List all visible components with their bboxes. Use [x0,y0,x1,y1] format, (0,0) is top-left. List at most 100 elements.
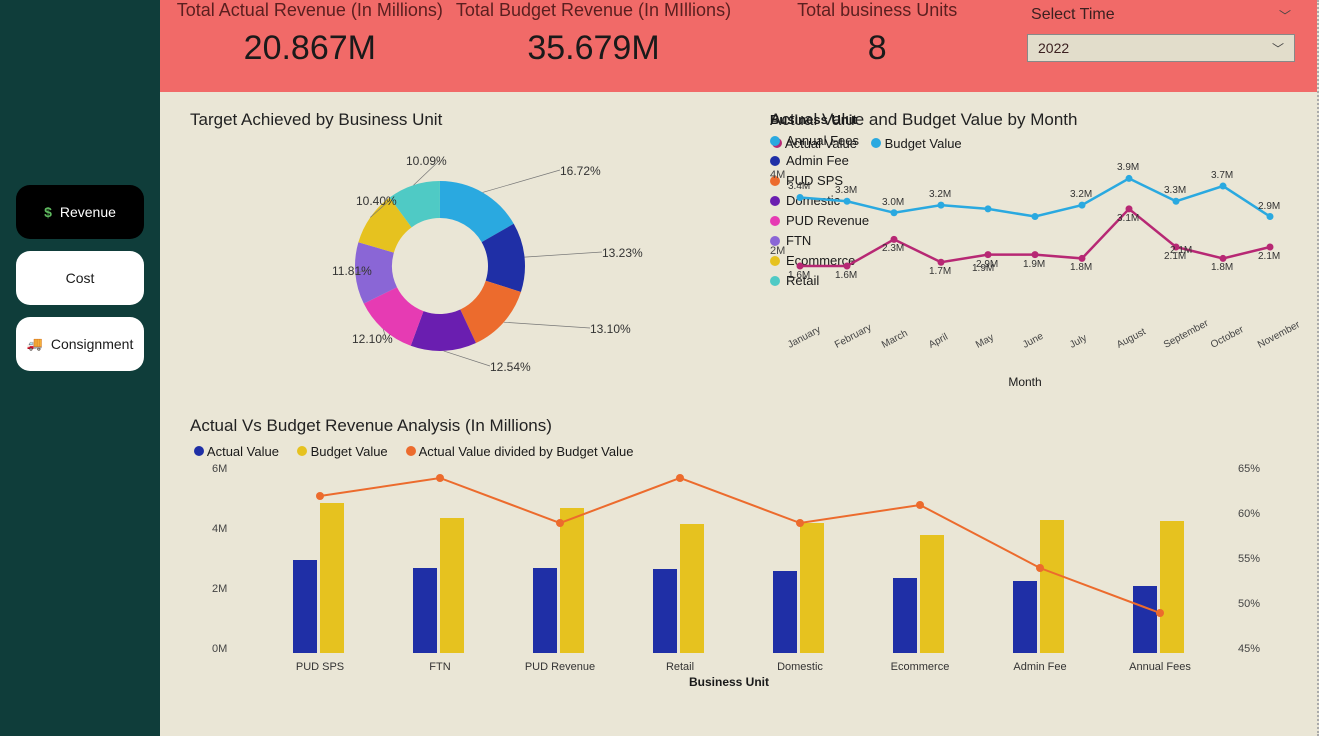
bar-group[interactable] [1013,520,1064,654]
bar-actual [893,578,917,653]
point-label: 1.8M [1211,262,1233,273]
legend-label: Budget Value [311,444,388,459]
bar-actual [293,560,317,653]
bar-group[interactable] [413,518,464,653]
content: Target Achieved by Business Unit 16.72% 1… [160,92,1317,736]
legend-label: Annual Fees [786,133,859,148]
donut-chart-panel: Target Achieved by Business Unit 16.72% 1… [190,110,750,410]
combo-title: Actual Vs Budget Revenue Analysis (In Mi… [190,416,1295,436]
bar-group[interactable] [1133,521,1184,653]
kpi-units: Total business Units 8 [735,0,1019,68]
legend-dot [297,446,307,456]
kpi-budget-value: 35.679M [452,29,736,68]
kpi-units-value: 8 [735,29,1019,68]
bar-group[interactable] [893,535,944,654]
y-right-tick: 65% [1238,463,1260,475]
bar-category-label: Retail [666,661,694,673]
kpi-units-label: Total business Units [735,0,1019,21]
bar-actual [413,568,437,654]
bar-actual [1133,586,1157,654]
legend-item[interactable]: Actual Value [194,444,279,459]
point-label: 3.2M [929,189,951,200]
point-label: 3.1M [1117,213,1139,224]
point-label: 1.6M [788,270,810,281]
chevron-down-icon[interactable]: ﹀ [1279,7,1291,24]
combo-chart[interactable]: 0M2M4M6M45%50%55%60%65% PUD SPS FTN PUD … [190,461,1268,681]
y-right-tick: 50% [1238,598,1260,610]
point-label: 3.7M [1211,170,1233,181]
x-axis-title: Business Unit [689,675,769,689]
bar-category-label: FTN [429,661,450,673]
combo-legend: Actual Value Budget Value Actual Value d… [194,444,1295,459]
kpi-actual: Total Actual Revenue (In Millions) 20.86… [168,0,452,68]
donut-slice-label: 10.09% [406,154,447,168]
point-label: 2.1M [1258,251,1280,262]
kpi-bar: Total Actual Revenue (In Millions) 20.86… [160,0,1317,92]
bar-budget [320,503,344,653]
legend-dot [406,446,416,456]
kpi-budget: Total Budget Revenue (In MIllions) 35.67… [452,0,736,68]
bar-actual [653,569,677,653]
bar-group[interactable] [773,523,824,654]
bar-category-label: Ecommerce [891,661,950,673]
point-label: 3.0M [882,197,904,208]
bar-category-label: Annual Fees [1129,661,1191,673]
kpi-actual-label: Total Actual Revenue (In Millions) [168,0,452,21]
point-label: 1.9M [972,263,994,274]
donut-slice-label: 16.72% [560,164,601,178]
bar-group[interactable] [533,508,584,654]
truck-icon: 🚚 [27,336,43,352]
legend-dot [194,446,204,456]
donut-slice-label: 10.40% [356,194,397,208]
donut-slice-label: 13.23% [602,246,643,260]
nav-consignment[interactable]: 🚚 Consignment [16,317,144,371]
bar-actual [773,571,797,654]
bar-group[interactable] [653,524,704,653]
donut-chart[interactable]: 16.72%13.23%13.10%12.54%12.10%11.81%10.4… [240,136,640,396]
y-right-tick: 60% [1238,508,1260,520]
legend-dot [770,136,780,146]
bar-budget [680,524,704,653]
legend-item[interactable]: Annual Fees [770,133,910,148]
point-label: 3.3M [835,185,857,196]
bar-group[interactable] [293,503,344,653]
donut-slice-label: 13.10% [590,322,631,336]
y-left-tick: 2M [212,583,227,595]
point-label: 1.7M [929,266,951,277]
point-label: 3.9M [1117,162,1139,173]
point-label: 1.9M [1023,259,1045,270]
time-select[interactable]: 2022 ﹀ [1027,34,1295,62]
bar-actual [533,568,557,654]
x-axis-title: Month [1008,375,1041,389]
y-left-tick: 4M [212,523,227,535]
donut-slice-label: 12.54% [490,360,531,374]
point-label: 2.3M [882,243,904,254]
legend-label: Actual Value divided by Budget Value [419,444,634,459]
bar-budget [800,523,824,654]
nav-label: Revenue [60,204,116,220]
nav-label: Cost [66,270,95,286]
nav-cost[interactable]: Cost [16,251,144,305]
y-tick-label: 4M [770,169,785,181]
time-filter-label: Select Time [1031,6,1115,24]
line-chart[interactable]: 2M4M3.4M3.3M3.0M3.2M3.2M3.9M3.3M3.7M2.9M… [770,153,1280,383]
bar-category-label: Domestic [777,661,823,673]
donut-title: Target Achieved by Business Unit [190,110,750,130]
y-left-tick: 0M [212,643,227,655]
point-label: 3.3M [1164,185,1186,196]
bar-budget [440,518,464,653]
sidebar: $ Revenue Cost 🚚 Consignment [0,0,160,736]
legend-item[interactable]: Actual Value divided by Budget Value [406,444,634,459]
nav-revenue[interactable]: $ Revenue [16,185,144,239]
dollar-icon: $ [44,204,52,220]
line-chart-panel: Actual Value and Budget Value by Month A… [770,110,1295,410]
bar-category-label: PUD Revenue [525,661,595,673]
bar-budget [1160,521,1184,653]
bar-actual [1013,581,1037,653]
legend-item[interactable]: Budget Value [297,444,388,459]
point-label: 3.2M [1070,189,1092,200]
combo-chart-panel: Actual Vs Budget Revenue Analysis (In Mi… [190,416,1295,681]
donut-slice-label: 11.81% [332,264,372,278]
point-label: 2.1M [1170,245,1192,256]
y-tick-label: 2M [770,245,785,257]
